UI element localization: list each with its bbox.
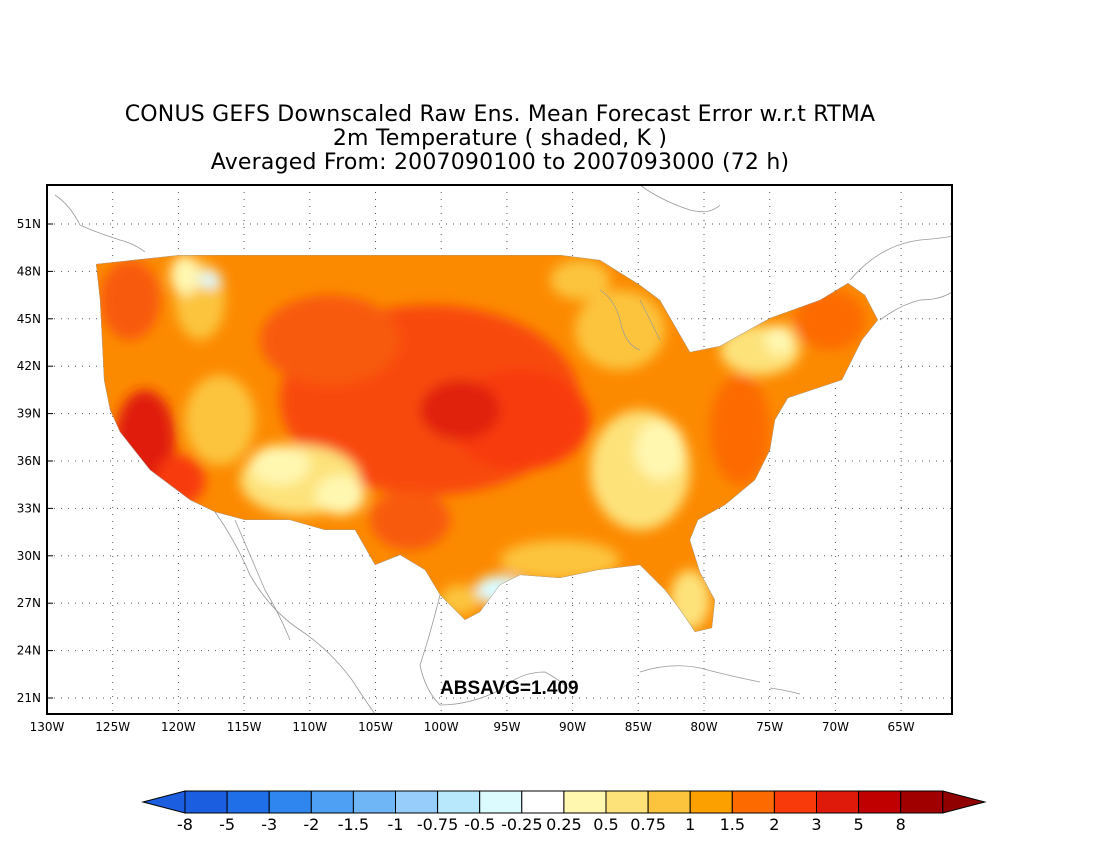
colorbar-label: 3 — [811, 815, 821, 834]
lat-tick-label: 45N — [17, 312, 41, 326]
colorbar-label: -5 — [219, 815, 235, 834]
lat-tick-label: 42N — [17, 359, 41, 373]
colorbar-swatch — [647, 790, 691, 814]
colorbar-swatch — [310, 790, 354, 814]
lon-tick-label: 70W — [822, 720, 849, 734]
colorbar-label: 2 — [769, 815, 779, 834]
lon-tick-label: 105W — [358, 720, 393, 734]
lat-tick-label: 33N — [17, 501, 41, 515]
colorbar-under-arrow — [141, 790, 186, 814]
background-coastlines — [54, 185, 952, 714]
lon-tick-label: 65W — [888, 720, 915, 734]
lon-tick-label: 80W — [690, 720, 717, 734]
colorbar-label: -2 — [303, 815, 319, 834]
colorbar-swatch — [731, 790, 775, 814]
colorbar-label: 1.5 — [720, 815, 745, 834]
lon-tick-label: 100W — [424, 720, 459, 734]
colorbar-label: -1.5 — [338, 815, 369, 834]
colorbar-label: 8 — [896, 815, 906, 834]
colorbar-label: 0.75 — [630, 815, 666, 834]
colorbar-swatch — [395, 790, 439, 814]
colorbar-swatch — [437, 790, 481, 814]
colorbar-label: -3 — [261, 815, 277, 834]
colorbar-label: -0.25 — [501, 815, 542, 834]
colorbar-swatch — [268, 790, 312, 814]
colorbar-swatch — [226, 790, 270, 814]
colorbar-swatch — [605, 790, 649, 814]
lat-tick-label: 30N — [17, 549, 41, 563]
colorbar-label: 0.25 — [546, 815, 582, 834]
temperature-error-field — [96, 255, 878, 632]
lat-tick-label: 48N — [17, 264, 41, 278]
lat-tick-label: 27N — [17, 596, 41, 610]
title-line-3: Averaged From: 2007090100 to 2007093000 … — [210, 150, 790, 175]
colorbar-swatch — [858, 790, 902, 814]
lat-tick-label: 21N — [17, 691, 41, 705]
lon-tick-label: 115W — [227, 720, 262, 734]
map-frame — [46, 184, 953, 715]
lon-tick-label: 120W — [161, 720, 196, 734]
lon-tick-label: 110W — [292, 720, 327, 734]
colorbar-swatch — [689, 790, 733, 814]
latitude-tick-labels: 21N 24N 27N 30N 33N 36N 39N 42N 45N 48N 51N — [17, 217, 53, 705]
title-line-1: CONUS GEFS Downscaled Raw Ens. Mean Fore… — [124, 102, 876, 127]
colorbar-swatch — [352, 790, 396, 814]
lat-tick-label: 39N — [17, 407, 41, 421]
lat-tick-label: 24N — [17, 644, 41, 658]
lon-tick-label: 85W — [625, 720, 652, 734]
colorbar-swatch — [479, 790, 523, 814]
colorbar: -8 -5 -3 -2 -1.5 -1 -0.75 -0.5 -0.25 0.25 0.5 0.75 1… — [141, 790, 987, 834]
colorbar-over-arrow — [942, 790, 987, 814]
colorbar-label: 0.5 — [593, 815, 618, 834]
title-line-2: 2m Temperature ( shaded, K ) — [332, 126, 668, 151]
colorbar-swatch — [900, 790, 944, 814]
lon-tick-label: 75W — [756, 720, 783, 734]
lat-tick-label: 36N — [17, 454, 41, 468]
colorbar-swatch — [816, 790, 860, 814]
lat-tick-label: 51N — [17, 217, 41, 231]
lon-tick-label: 125W — [95, 720, 130, 734]
colorbar-label: -0.5 — [464, 815, 495, 834]
colorbar-swatch — [521, 790, 565, 814]
absavg-label: ABSAVG=1.409 — [440, 678, 579, 699]
longitude-tick-labels: 130W 125W 120W 115W 110W 105W 100W 95W 90W 85W 80W… — [30, 720, 915, 734]
colorbar-swatch — [563, 790, 607, 814]
colorbar-label: -8 — [177, 815, 193, 834]
lon-tick-label: 95W — [493, 720, 520, 734]
colorbar-swatch — [184, 790, 228, 814]
colorbar-label: -0.75 — [417, 815, 458, 834]
lon-tick-label: 90W — [559, 720, 586, 734]
lon-tick-label: 130W — [30, 720, 65, 734]
colorbar-label: -1 — [388, 815, 404, 834]
colorbar-label: 1 — [685, 815, 695, 834]
colorbar-swatch — [773, 790, 818, 814]
colorbar-label: 5 — [854, 815, 864, 834]
